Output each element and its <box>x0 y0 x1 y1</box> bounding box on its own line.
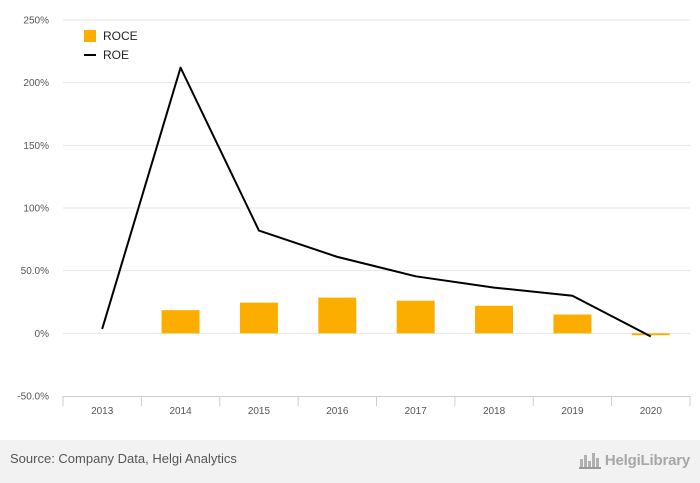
x-tick-label: 2018 <box>483 406 506 417</box>
city-skyline-icon <box>578 453 601 469</box>
source-note: Source: Company Data, Helgi Analytics <box>10 451 237 466</box>
gridlines <box>63 19 690 334</box>
legend-roce-swatch <box>84 30 96 42</box>
x-tick-label: 2015 <box>248 406 271 417</box>
chart: -50.0%0%50.0%100%150%200%250% 2013 2014 20… <box>17 16 691 417</box>
roce-bar <box>475 305 514 334</box>
footer: Source: Company Data, Helgi Analytics He… <box>0 440 700 483</box>
x-axis: 2013 2014 2015 2016 2017 2018 2019 2020 <box>62 396 691 417</box>
x-tick-label: 2017 <box>405 406 428 417</box>
roce-bar <box>239 302 278 334</box>
y-tick-label: 0% <box>35 329 50 340</box>
roe-line-group <box>101 66 652 338</box>
legend-roe-label: ROE <box>103 48 129 62</box>
y-tick-label: 200% <box>23 78 49 89</box>
y-tick-label: -50.0% <box>17 392 49 403</box>
y-tick-label: 50.0% <box>21 266 49 277</box>
roe-line <box>101 66 652 338</box>
x-tick-label: 2013 <box>91 406 114 417</box>
roce-bars <box>161 297 670 336</box>
legend-roce-label: ROCE <box>103 29 138 43</box>
roce-bar <box>161 310 200 334</box>
y-tick-label: 150% <box>23 141 49 152</box>
x-tick-label: 2016 <box>326 406 349 417</box>
x-tick-label: 2019 <box>561 406 584 417</box>
y-tick-label: 250% <box>23 16 49 27</box>
roce-bar <box>318 297 357 334</box>
logo-text: HelgiLibrary <box>604 451 690 469</box>
y-tick-label: 100% <box>23 204 49 215</box>
helgi-library-logo[interactable]: HelgiLibrary <box>578 448 690 472</box>
x-tick-label: 2020 <box>640 406 663 417</box>
legend: ROCE ROE <box>84 29 138 62</box>
roce-bar <box>396 300 435 334</box>
roce-bar <box>553 314 592 334</box>
y-axis: -50.0% 0% 50.0% 100% 150% 200% 250% <box>17 16 49 403</box>
roce-bar <box>631 333 670 336</box>
x-tick-label: 2014 <box>169 406 192 417</box>
